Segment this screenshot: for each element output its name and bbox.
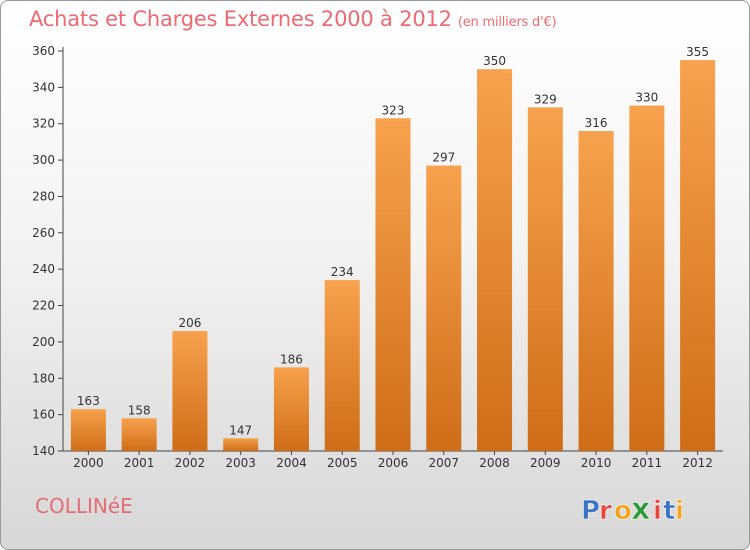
x-tick-label: 2012 [682, 456, 713, 470]
data-label: 186 [280, 352, 303, 366]
bar [578, 131, 614, 451]
commune-name: COLLINéE [35, 494, 133, 518]
y-tick-label: 140 [32, 444, 55, 458]
bar [527, 107, 563, 451]
chart-labels: 163 2000 158 2001 206 2002 147 2003 186 2004 234 20… [73, 45, 713, 470]
x-tick-label: 2003 [225, 456, 256, 470]
y-tick-label: 260 [32, 226, 55, 240]
x-tick-label: 2002 [175, 456, 206, 470]
y-tick-label: 160 [32, 408, 55, 422]
chart-bars [70, 60, 716, 451]
bar [223, 438, 259, 451]
chart-title-text: Achats et Charges Externes 2000 à 2012 [29, 7, 452, 31]
bar [121, 418, 157, 451]
bar [629, 105, 665, 451]
bar [680, 60, 716, 451]
logo-letter: P [581, 496, 600, 526]
x-tick-label: 2000 [73, 456, 104, 470]
data-label: 158 [128, 403, 151, 417]
y-tick-label: 280 [32, 189, 55, 203]
x-tick-label: 2001 [124, 456, 155, 470]
logo-letter: i [675, 496, 684, 526]
x-tick-label: 2009 [530, 456, 561, 470]
data-label: 316 [585, 116, 608, 130]
bar [324, 280, 360, 451]
bar [273, 367, 309, 451]
x-tick-label: 2006 [378, 456, 409, 470]
x-tick-label: 2005 [327, 456, 358, 470]
logo-letter: r [599, 496, 612, 526]
x-tick-label: 2010 [581, 456, 612, 470]
y-tick-label: 340 [32, 80, 55, 94]
data-label: 206 [178, 316, 201, 330]
bar [426, 165, 462, 451]
y-tick-label: 220 [32, 299, 55, 313]
data-label: 147 [229, 423, 252, 437]
data-label: 163 [77, 394, 100, 408]
y-tick-label: 200 [32, 335, 55, 349]
data-label: 323 [382, 103, 405, 117]
chart-unit: (en milliers d'€) [457, 15, 557, 30]
x-tick-label: 2004 [276, 456, 307, 470]
data-label: 350 [483, 54, 506, 68]
data-label: 355 [686, 45, 709, 59]
y-tick-label: 360 [32, 44, 55, 58]
logo-letter: t [663, 496, 675, 526]
y-tick-label: 320 [32, 117, 55, 131]
y-tick-label: 300 [32, 153, 55, 167]
y-tick-label: 240 [32, 262, 55, 276]
data-label: 329 [534, 92, 557, 106]
logo-letter: o [614, 496, 632, 526]
x-tick-label: 2008 [479, 456, 510, 470]
bar [172, 331, 208, 451]
data-label: 297 [432, 151, 455, 165]
data-label: 234 [331, 265, 354, 279]
chart-title: Achats et Charges Externes 2000 à 2012 (e… [29, 7, 557, 31]
logo-letter: i [653, 496, 662, 526]
logo-letter: x [631, 492, 650, 527]
bar [70, 409, 106, 451]
x-tick-label: 2007 [428, 456, 459, 470]
bar [375, 118, 411, 451]
x-tick-label: 2011 [632, 456, 663, 470]
data-label: 330 [635, 91, 658, 105]
proxiti-logo-graphic: Pr o x i t i [581, 492, 685, 528]
bar [477, 69, 513, 451]
y-tick-label: 180 [32, 371, 55, 385]
chart-axes: 140 160 180 200 220 240 260 280 300 320 340 360 [32, 44, 723, 458]
